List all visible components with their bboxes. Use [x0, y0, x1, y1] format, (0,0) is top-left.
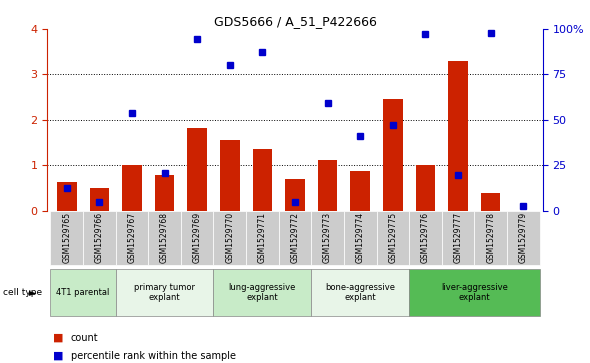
Bar [155, 175, 175, 211]
Text: GSM1529777: GSM1529777 [454, 212, 463, 263]
Text: GSM1529775: GSM1529775 [388, 212, 397, 263]
Title: GDS5666 / A_51_P422666: GDS5666 / A_51_P422666 [214, 15, 376, 28]
Bar [188, 128, 207, 211]
Text: GSM1529765: GSM1529765 [63, 212, 71, 263]
Text: ►: ► [30, 287, 37, 297]
Text: GSM1529773: GSM1529773 [323, 212, 332, 263]
Text: GSM1529771: GSM1529771 [258, 212, 267, 263]
Text: ■: ■ [53, 351, 64, 361]
Text: GSM1529767: GSM1529767 [127, 212, 136, 263]
Text: primary tumor
explant: primary tumor explant [134, 282, 195, 302]
Text: liver-aggressive
explant: liver-aggressive explant [441, 282, 508, 302]
Text: percentile rank within the sample: percentile rank within the sample [71, 351, 236, 361]
Bar [220, 140, 240, 211]
Text: GSM1529766: GSM1529766 [95, 212, 104, 263]
Text: GSM1529776: GSM1529776 [421, 212, 430, 263]
Bar [481, 193, 500, 211]
Text: GSM1529769: GSM1529769 [193, 212, 202, 263]
Text: GSM1529772: GSM1529772 [290, 212, 300, 263]
Bar [383, 99, 402, 211]
Text: GSM1529770: GSM1529770 [225, 212, 234, 263]
Bar [253, 149, 272, 211]
Bar [122, 165, 142, 211]
Bar [90, 188, 109, 211]
Text: count: count [71, 333, 99, 343]
Bar [350, 171, 370, 211]
Text: GSM1529779: GSM1529779 [519, 212, 527, 263]
Bar [415, 165, 435, 211]
Bar [285, 179, 305, 211]
Text: GSM1529768: GSM1529768 [160, 212, 169, 263]
Bar [448, 61, 468, 211]
Bar [57, 182, 77, 211]
Text: bone-aggressive
explant: bone-aggressive explant [325, 282, 395, 302]
Text: ■: ■ [53, 333, 64, 343]
Bar [318, 160, 337, 211]
Text: cell type: cell type [3, 288, 42, 297]
Text: lung-aggressive
explant: lung-aggressive explant [229, 282, 296, 302]
Text: 4T1 parental: 4T1 parental [57, 288, 110, 297]
Text: GSM1529778: GSM1529778 [486, 212, 495, 263]
Text: GSM1529774: GSM1529774 [356, 212, 365, 263]
